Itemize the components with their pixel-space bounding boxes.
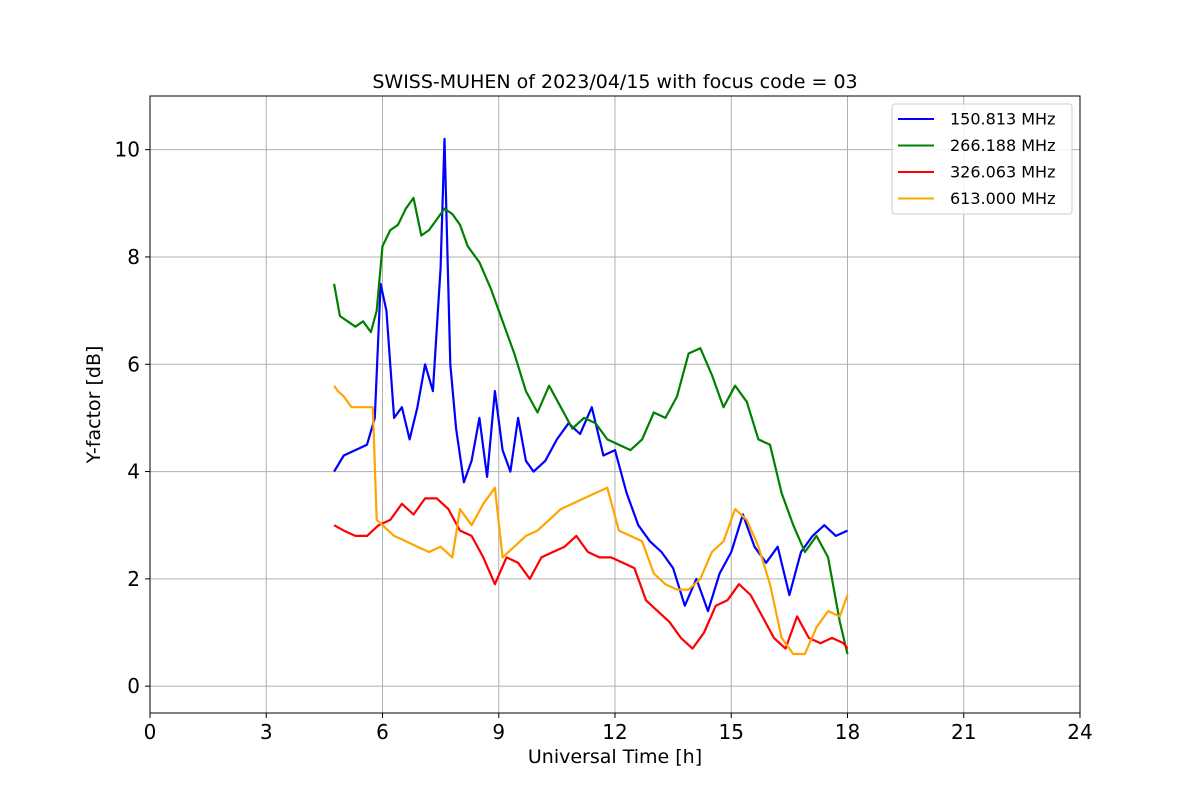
legend-label-3: 326.063 MHz (950, 163, 1055, 182)
chart-title: SWISS-MUHEN of 2023/04/15 with focus cod… (372, 71, 857, 93)
x-tick-label: 24 (1067, 720, 1092, 744)
x-tick-label: 21 (951, 720, 976, 744)
y-tick-label: 2 (127, 567, 140, 591)
x-tick-label: 6 (376, 720, 389, 744)
legend: 150.813 MHz 266.188 MHz 326.063 MHz 613.000… (891, 103, 1073, 215)
y-axis-label: Y-factor [dB] (83, 346, 105, 465)
x-tick-label: 12 (602, 720, 627, 744)
y-tick-label: 8 (127, 245, 140, 269)
series-line-1 (333, 137, 848, 613)
legend-label-1: 150.813 MHz (950, 110, 1055, 129)
y-tick-label: 0 (127, 674, 140, 698)
x-tick-label: 15 (719, 720, 744, 744)
legend-label-2: 266.188 MHz (950, 136, 1055, 155)
x-tick-label: 18 (835, 720, 860, 744)
legend-label-4: 613.000 MHz (950, 189, 1055, 208)
y-tick-label: 4 (127, 460, 140, 484)
series-layer (333, 137, 849, 656)
series-line-4 (333, 385, 849, 656)
y-tick-label: 6 (127, 352, 140, 376)
legend-box (891, 103, 1073, 215)
x-tick-label: 0 (144, 720, 157, 744)
x-axis-label: Universal Time [h] (528, 746, 702, 768)
series-line-3 (333, 497, 849, 650)
y-tick-label: 10 (115, 138, 140, 162)
x-tick-label: 3 (260, 720, 273, 744)
x-tick-label: 9 (492, 720, 505, 744)
series-line-2 (333, 196, 849, 655)
